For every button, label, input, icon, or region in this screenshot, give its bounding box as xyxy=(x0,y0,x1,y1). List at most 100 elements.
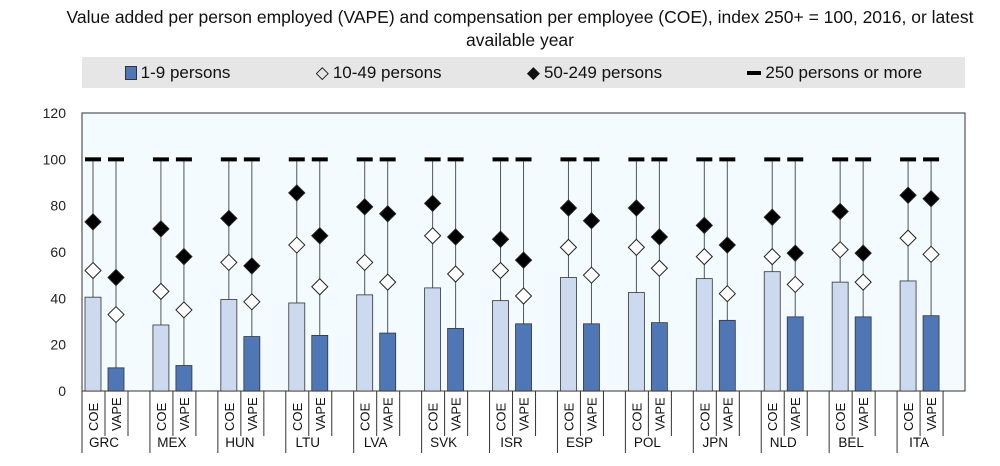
y-tick-label: 0 xyxy=(58,383,66,399)
bar-GRC-COE xyxy=(84,296,102,392)
bar-BEL-COE xyxy=(831,281,849,392)
x-sub-label: VAPE xyxy=(517,397,532,431)
y-tick-label: 60 xyxy=(50,244,66,260)
marker-10-49-BEL-COE xyxy=(831,240,849,259)
marker-50-249-ITA-VAPE xyxy=(922,190,940,208)
bar-POL-COE xyxy=(627,292,645,392)
marker-50-249-JPN-COE xyxy=(695,216,714,235)
bar-ITA-COE xyxy=(899,280,917,392)
x-sub-label: VAPE xyxy=(584,397,599,431)
bar-NLD-VAPE xyxy=(786,316,804,392)
marker-50-249-MEX-COE xyxy=(152,220,170,238)
marker-10-49-SVK-VAPE xyxy=(446,265,465,283)
x-sub-label: VAPE xyxy=(449,397,464,431)
y-tick-label: 120 xyxy=(43,105,67,121)
bar-LVA-VAPE xyxy=(379,332,397,392)
x-category-label: LVA xyxy=(364,435,388,450)
marker-50-249-GRC-VAPE xyxy=(107,268,125,287)
marker-10-49-ITA-COE xyxy=(899,229,917,247)
bar-GRC-VAPE xyxy=(107,367,125,392)
marker-50-249-NLD-COE xyxy=(763,208,781,226)
marker-10-49-NLD-COE xyxy=(763,247,781,266)
bar-JPN-COE xyxy=(695,278,713,392)
legend: 1-9 persons ◇ 10-49 persons ◆ 50-249 per… xyxy=(82,57,965,88)
x-category-label: MEX xyxy=(157,435,186,450)
marker-50-249-LVA-COE xyxy=(355,198,374,216)
marker-10-49-JPN-VAPE xyxy=(718,284,737,303)
x-category-label: BEL xyxy=(838,435,864,450)
legend-item-1-9: 1-9 persons xyxy=(124,62,231,83)
x-sub-label: VAPE xyxy=(788,397,803,431)
x-sub-label: VAPE xyxy=(652,397,667,431)
marker-50-249-ESP-VAPE xyxy=(582,212,601,230)
bar-MEX-COE xyxy=(152,324,170,392)
marker-50-249-NLD-VAPE xyxy=(786,244,804,262)
x-sub-label: VAPE xyxy=(313,397,328,431)
marker-50-249-SVK-COE xyxy=(423,194,442,213)
legend-item-50-249: ◆ 50-249 persons xyxy=(527,63,662,83)
bar-ESP-COE xyxy=(560,277,577,392)
x-sub-label: COE xyxy=(358,403,373,432)
x-sub-label: VAPE xyxy=(109,397,124,431)
legend-item-10-49: ◇ 10-49 persons xyxy=(316,63,442,83)
x-sub-label: COE xyxy=(290,403,305,432)
marker-10-49-BEL-VAPE xyxy=(854,273,872,291)
marker-10-49-HUN-COE xyxy=(220,253,238,272)
marker-50-249-HUN-COE xyxy=(220,209,238,228)
bar-POL-VAPE xyxy=(650,322,668,392)
marker-10-49-SVK-COE xyxy=(423,227,442,245)
x-sub-label: COE xyxy=(86,403,101,432)
x-category-label: GRC xyxy=(89,435,119,450)
filled-diamond-icon: ◆ xyxy=(526,62,540,82)
x-category-label: ESP xyxy=(566,435,593,450)
marker-50-249-ISR-COE xyxy=(491,230,510,248)
marker-10-49-LTU-COE xyxy=(288,236,306,254)
x-sub-label: COE xyxy=(154,403,169,432)
legend-item-250plus: 250 persons or more xyxy=(747,63,922,83)
bar-SVK-COE xyxy=(424,287,442,392)
marker-50-249-GRC-COE xyxy=(84,213,102,231)
marker-10-49-GRC-VAPE xyxy=(107,305,125,324)
marker-50-249-BEL-VAPE xyxy=(854,244,872,262)
marker-10-49-MEX-COE xyxy=(152,282,170,301)
marker-50-249-POL-COE xyxy=(627,199,646,217)
marker-10-49-ESP-COE xyxy=(559,238,578,257)
x-sub-label: VAPE xyxy=(381,397,396,431)
x-category-label: ISR xyxy=(500,435,523,450)
y-tick-label: 100 xyxy=(43,151,67,167)
y-tick-label: 40 xyxy=(50,290,66,306)
marker-50-249-BEL-COE xyxy=(831,202,849,221)
x-sub-label: VAPE xyxy=(856,397,871,431)
marker-50-249-JPN-VAPE xyxy=(718,236,737,254)
marker-50-249-LTU-COE xyxy=(288,184,306,202)
marker-50-249-ESP-COE xyxy=(559,199,578,217)
marker-50-249-POL-VAPE xyxy=(650,228,669,246)
y-tick-label: 80 xyxy=(50,198,66,214)
x-sub-label: COE xyxy=(222,403,237,432)
x-sub-label: COE xyxy=(494,403,509,432)
marker-50-249-HUN-VAPE xyxy=(243,257,261,275)
x-category-label: NLD xyxy=(770,435,797,450)
legend-label: 250 persons or more xyxy=(765,62,923,82)
bar-HUN-COE xyxy=(220,299,238,392)
marker-10-49-ITA-VAPE xyxy=(922,245,940,264)
x-sub-label: VAPE xyxy=(177,397,192,431)
bar-LTU-COE xyxy=(288,302,306,392)
x-category-label: POL xyxy=(634,435,662,450)
legend-label: 1-9 persons xyxy=(140,62,231,82)
x-sub-label: VAPE xyxy=(720,397,735,431)
bar-LTU-VAPE xyxy=(311,334,329,392)
bar-HUN-VAPE xyxy=(243,336,261,392)
x-sub-label: COE xyxy=(561,403,576,432)
marker-10-49-HUN-VAPE xyxy=(243,293,261,311)
bar-SVK-VAPE xyxy=(447,328,465,392)
marker-50-249-LTU-VAPE xyxy=(311,227,329,245)
bar-LVA-COE xyxy=(356,294,374,392)
open-diamond-icon: ◇ xyxy=(315,62,329,82)
marker-10-49-ESP-VAPE xyxy=(582,266,601,284)
marker-10-49-JPN-COE xyxy=(695,247,714,266)
x-category-label: HUN xyxy=(225,435,254,450)
marker-50-249-ITA-COE xyxy=(899,186,917,204)
x-category-label: JPN xyxy=(703,435,729,450)
